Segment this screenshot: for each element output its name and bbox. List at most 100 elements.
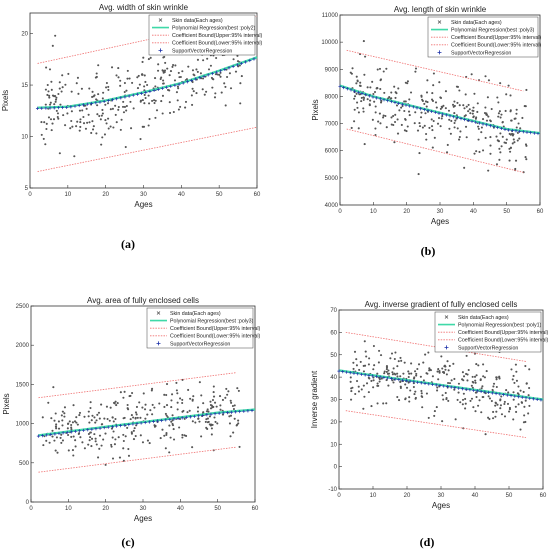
scatter-point xyxy=(496,96,499,99)
scatter-point xyxy=(100,403,103,406)
scatter-point xyxy=(202,411,205,414)
svr-marker xyxy=(529,131,533,135)
legend-label: SupportVectorRegression xyxy=(170,341,230,347)
scatter-point xyxy=(425,392,428,395)
scatter-point xyxy=(350,390,353,393)
legend-key-svr xyxy=(437,50,442,55)
svr-marker xyxy=(231,64,235,68)
scatter-point xyxy=(97,411,101,414)
svr-marker xyxy=(342,85,346,90)
svr-marker xyxy=(65,105,69,110)
scatter-point xyxy=(432,84,435,87)
scatter-point xyxy=(400,359,403,362)
svr-marker xyxy=(389,376,393,381)
scatter-point xyxy=(168,451,171,454)
x-tick-label: 50 xyxy=(503,209,510,215)
x-tick-label: 40 xyxy=(178,192,185,198)
scatter-point xyxy=(191,80,194,84)
scatter-point xyxy=(192,395,195,398)
svr-marker xyxy=(464,387,468,391)
scatter-point xyxy=(363,143,366,146)
scatter-point xyxy=(405,130,408,133)
scatter-point xyxy=(176,99,179,102)
scatter-point xyxy=(498,375,501,378)
scatter-point xyxy=(397,87,400,90)
scatter-point xyxy=(49,118,53,121)
scatter-point xyxy=(485,119,489,122)
svr-marker xyxy=(367,94,371,98)
scatter-point xyxy=(508,159,511,162)
legend-key-svr xyxy=(158,48,163,53)
scatter-point xyxy=(182,409,185,412)
scatter-point xyxy=(433,410,436,413)
svr-marker xyxy=(127,423,131,427)
scatter-point xyxy=(109,108,112,111)
scatter-point xyxy=(465,105,468,108)
svr-marker xyxy=(488,124,492,128)
scatter-point xyxy=(219,408,222,411)
scatter-point xyxy=(215,57,218,60)
scatter-point xyxy=(190,94,193,97)
scatter-point xyxy=(513,141,516,144)
svr-marker xyxy=(452,115,456,119)
scatter-point xyxy=(171,424,175,427)
scatter-point xyxy=(95,419,98,422)
scatter-point xyxy=(362,40,365,43)
legend-label: Coefficient Bound(Upper:95% interval) xyxy=(458,330,549,336)
scatter-point xyxy=(507,84,510,87)
svr-marker xyxy=(155,419,160,423)
scatter-point xyxy=(406,125,409,128)
scatter-point xyxy=(75,416,78,419)
scatter-point xyxy=(135,405,138,408)
svr-marker xyxy=(217,411,221,415)
scatter-point xyxy=(93,94,96,97)
scatter-point xyxy=(55,436,58,439)
lower-bound-line xyxy=(37,126,258,172)
scatter-point xyxy=(148,117,151,121)
scatter-point xyxy=(117,436,120,439)
legend-key-svr xyxy=(156,341,161,346)
scatter-point xyxy=(390,116,393,119)
scatter-point xyxy=(479,379,482,382)
scatter-point xyxy=(189,397,192,400)
scatter-point xyxy=(134,411,137,414)
scatter-point xyxy=(97,93,100,96)
scatter-point xyxy=(208,415,212,418)
scatter-point xyxy=(480,126,483,129)
scatter-point xyxy=(523,105,526,108)
scatter-point xyxy=(408,372,411,375)
scatter-point xyxy=(205,410,208,413)
scatter-point xyxy=(363,73,366,76)
scatter-point xyxy=(464,402,467,405)
y-tick-label: 10000 xyxy=(321,40,338,46)
scatter-point xyxy=(153,101,156,105)
scatter-point xyxy=(82,115,85,119)
scatter-point xyxy=(165,414,168,417)
scatter-point xyxy=(444,107,447,110)
scatter-point xyxy=(219,404,222,407)
scatter-point xyxy=(162,82,165,85)
scatter-point xyxy=(505,93,508,96)
scatter-point xyxy=(105,86,108,89)
scatter-point xyxy=(432,119,435,123)
scatter-point xyxy=(219,75,222,78)
scatter-point xyxy=(181,401,184,405)
scatter-point xyxy=(109,406,112,409)
legend-label: Polynomial Regression(best :poly3) xyxy=(451,28,535,34)
svr-marker xyxy=(487,390,491,395)
scatter-point xyxy=(196,70,199,73)
scatter-point xyxy=(239,102,242,105)
scatter-point xyxy=(374,105,377,108)
scatter-point xyxy=(146,439,149,442)
svr-marker xyxy=(206,73,210,77)
svr-marker xyxy=(147,420,151,424)
scatter-point xyxy=(433,136,436,139)
scatter-point xyxy=(430,118,433,121)
scatter-point xyxy=(431,92,434,95)
scatter-point xyxy=(396,118,399,121)
scatter-point xyxy=(206,427,209,431)
scatter-point xyxy=(124,435,127,438)
scatter-point xyxy=(388,96,391,99)
scatter-point xyxy=(469,399,472,402)
scatter-point xyxy=(54,412,57,415)
